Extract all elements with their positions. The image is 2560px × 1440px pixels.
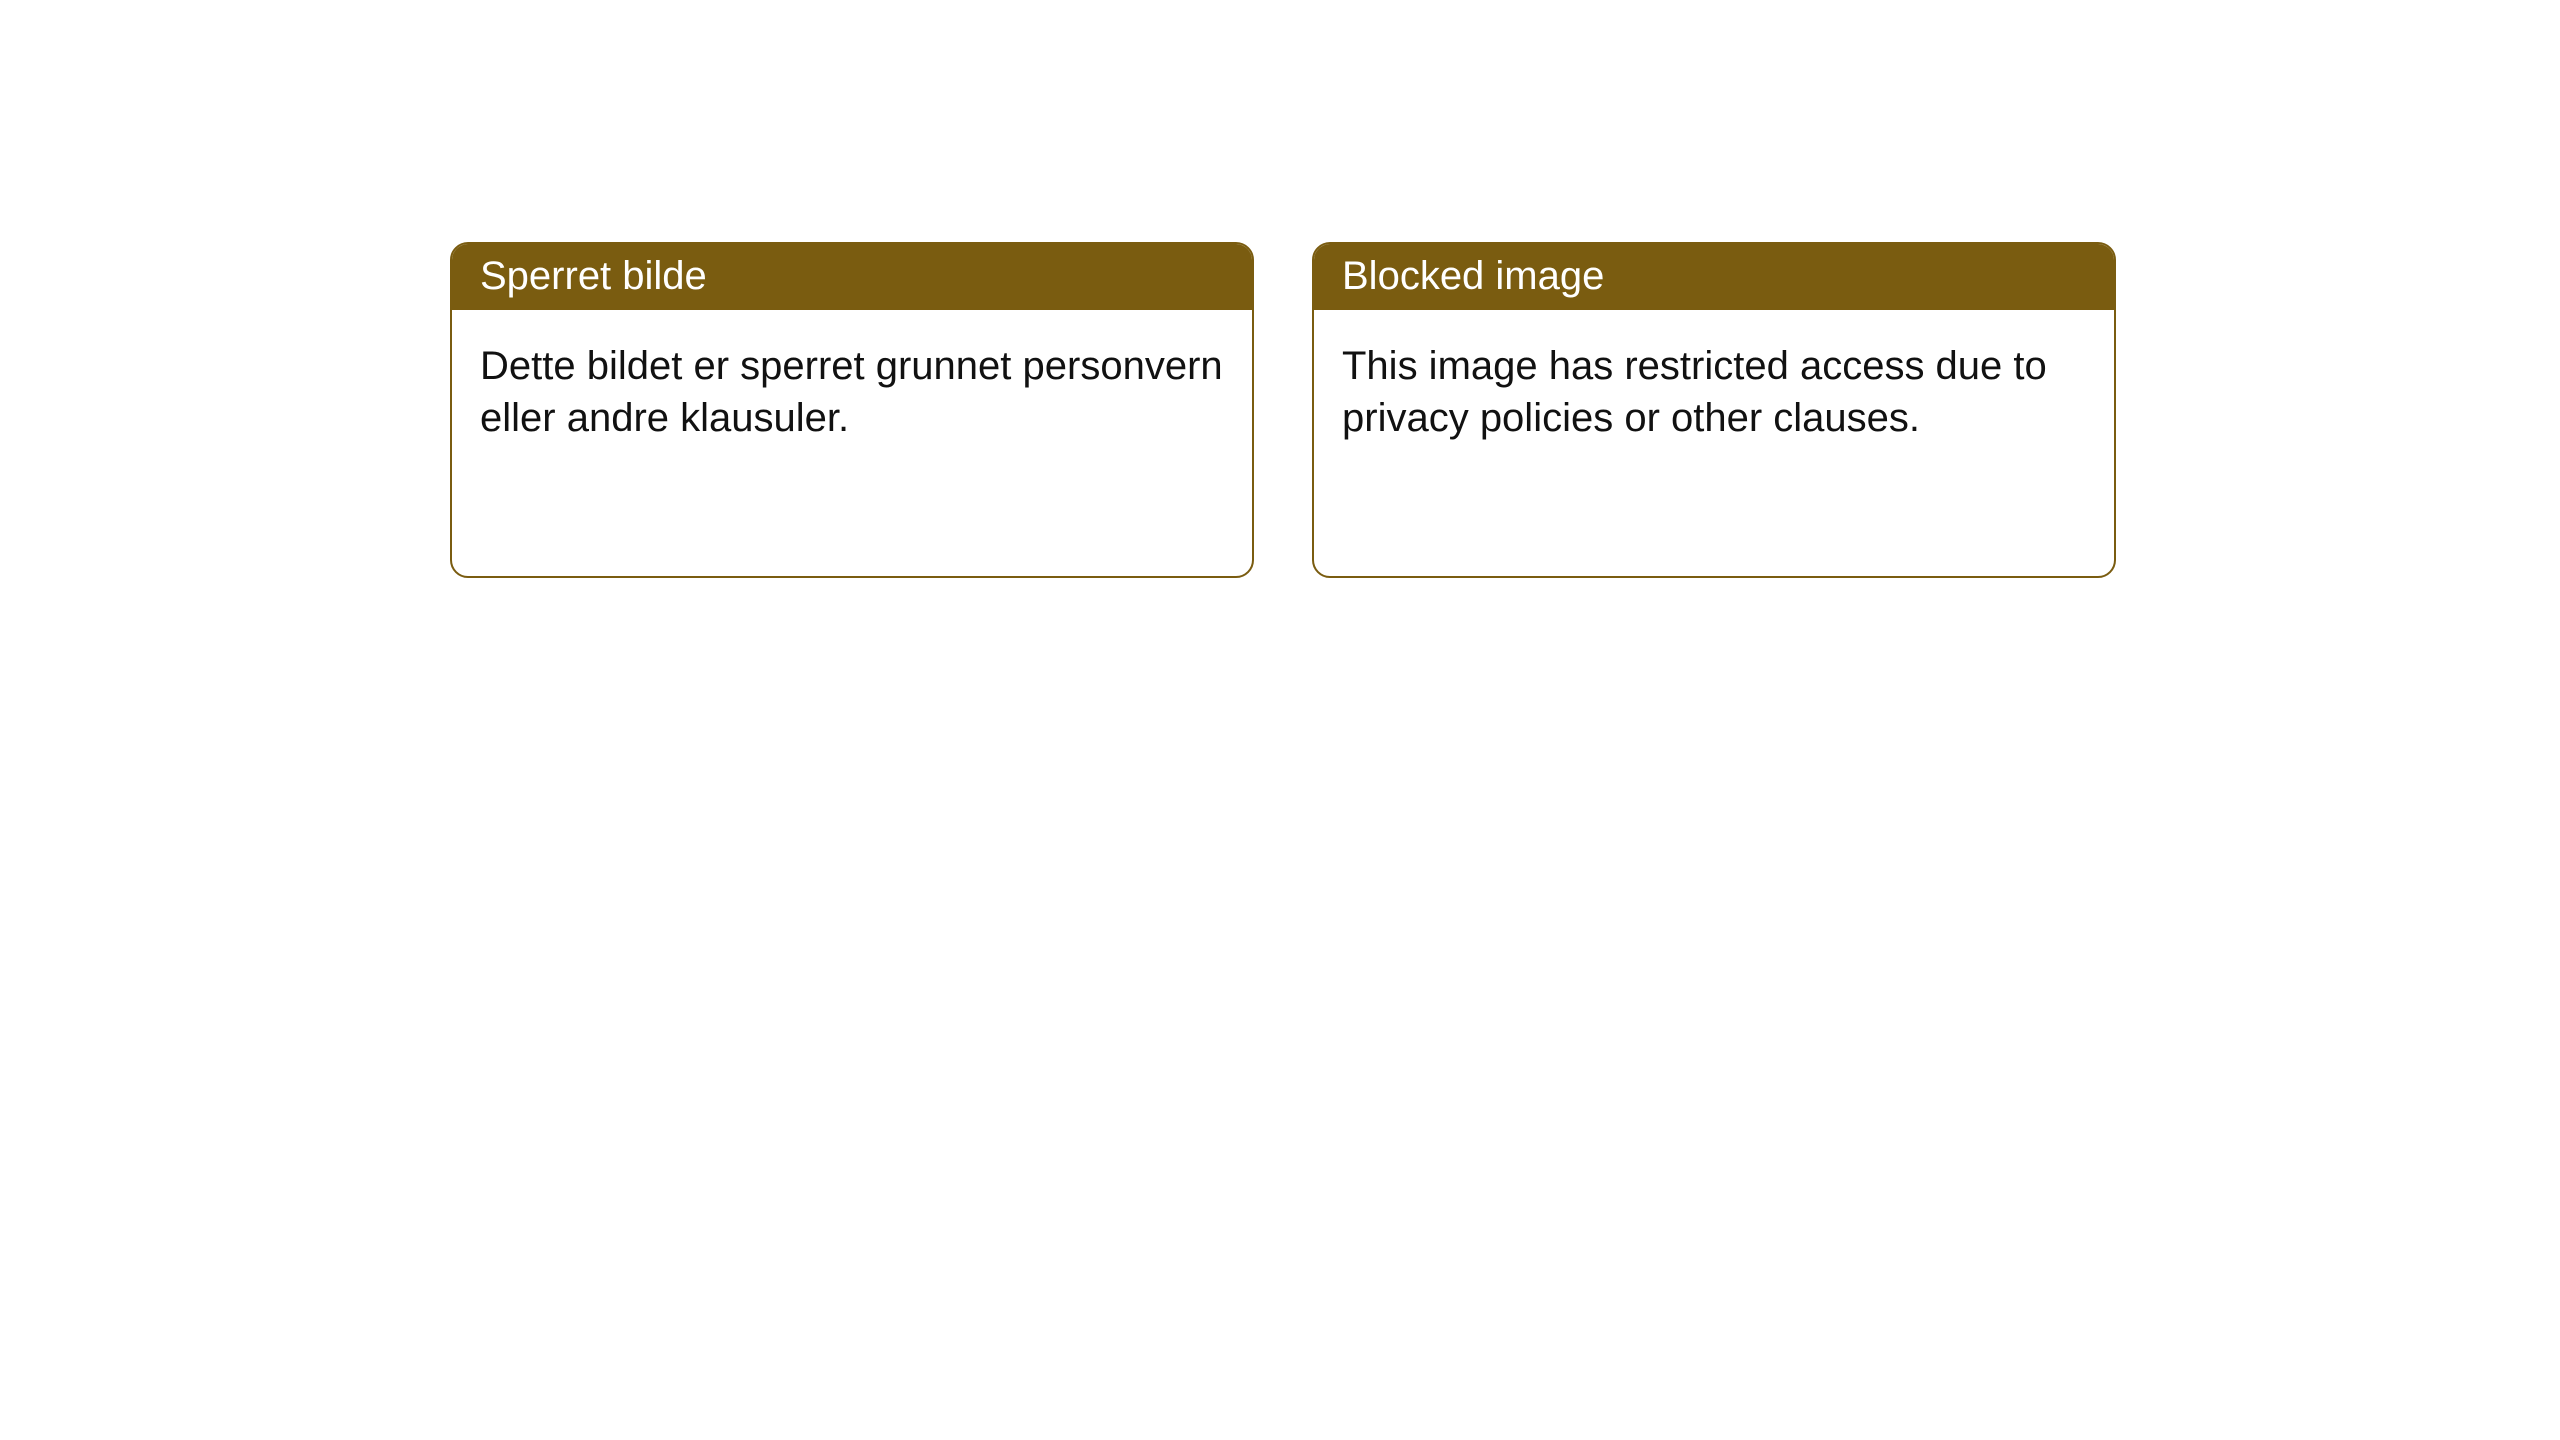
card-body-norwegian: Dette bildet er sperret grunnet personve… xyxy=(452,310,1252,472)
blocked-image-card-english: Blocked image This image has restricted … xyxy=(1312,242,2116,578)
notice-container: Sperret bilde Dette bildet er sperret gr… xyxy=(0,0,2560,578)
blocked-image-card-norwegian: Sperret bilde Dette bildet er sperret gr… xyxy=(450,242,1254,578)
card-body-english: This image has restricted access due to … xyxy=(1314,310,2114,472)
card-title-english: Blocked image xyxy=(1314,244,2114,310)
card-title-norwegian: Sperret bilde xyxy=(452,244,1252,310)
